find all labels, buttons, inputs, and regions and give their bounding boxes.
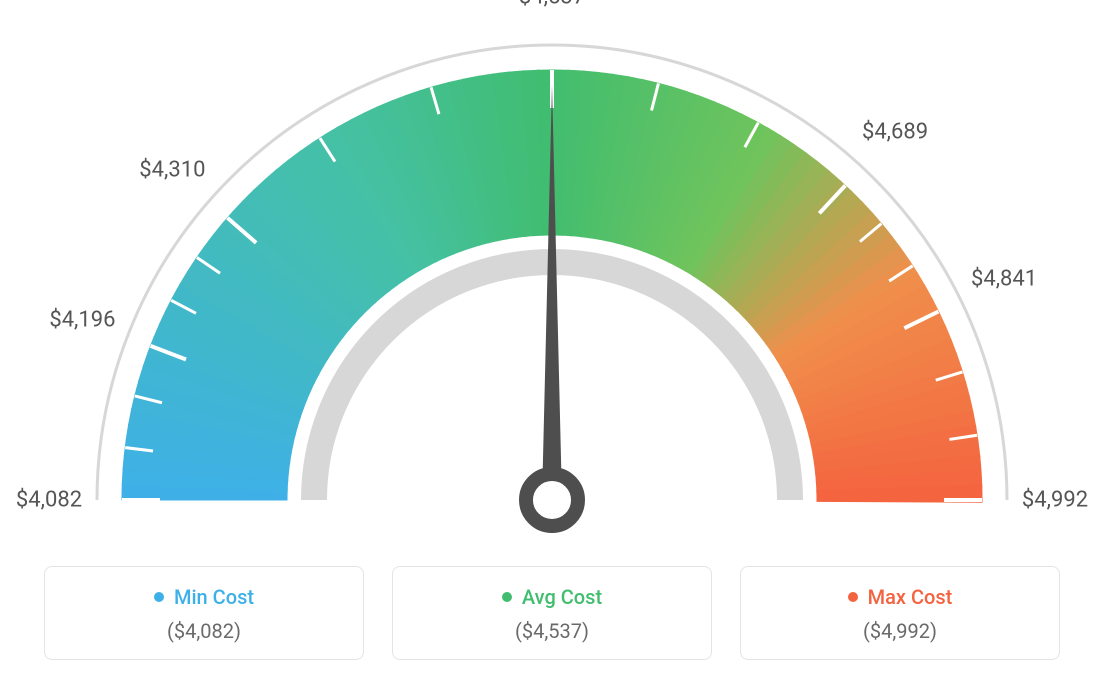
legend-value: ($4,992)	[751, 619, 1049, 643]
cost-gauge: $4,082 $4,196 $4,310 $4,537 $4,689 $4,841 $4,9…	[0, 0, 1104, 560]
legend-card-min: Min Cost ($4,082)	[44, 566, 364, 660]
legend-label: Min Cost	[174, 585, 254, 609]
legend-label: Max Cost	[868, 585, 953, 609]
gauge-tick-label: $4,992	[1022, 488, 1088, 513]
gauge-tick-label: $4,196	[49, 307, 115, 332]
legend-dot-icon	[154, 592, 164, 602]
legend-title: Avg Cost	[502, 585, 602, 609]
gauge-tick-label: $4,841	[971, 267, 1037, 292]
legend-dot-icon	[848, 592, 858, 602]
gauge-tick-label: $4,082	[16, 488, 82, 513]
gauge-svg	[0, 0, 1104, 560]
legend-dot-icon	[502, 592, 512, 602]
gauge-tick-label: $4,537	[519, 0, 585, 10]
legend-title: Min Cost	[154, 585, 254, 609]
gauge-tick-label: $4,310	[139, 158, 205, 183]
legend-card-avg: Avg Cost ($4,537)	[392, 566, 712, 660]
legend-label: Avg Cost	[522, 585, 602, 609]
legend-card-max: Max Cost ($4,992)	[740, 566, 1060, 660]
legend-value: ($4,537)	[403, 619, 701, 643]
legend-title: Max Cost	[848, 585, 953, 609]
legend-row: Min Cost ($4,082) Avg Cost ($4,537) Max Cost…	[0, 566, 1104, 660]
gauge-tick-label: $4,689	[862, 120, 928, 145]
legend-value: ($4,082)	[55, 619, 353, 643]
